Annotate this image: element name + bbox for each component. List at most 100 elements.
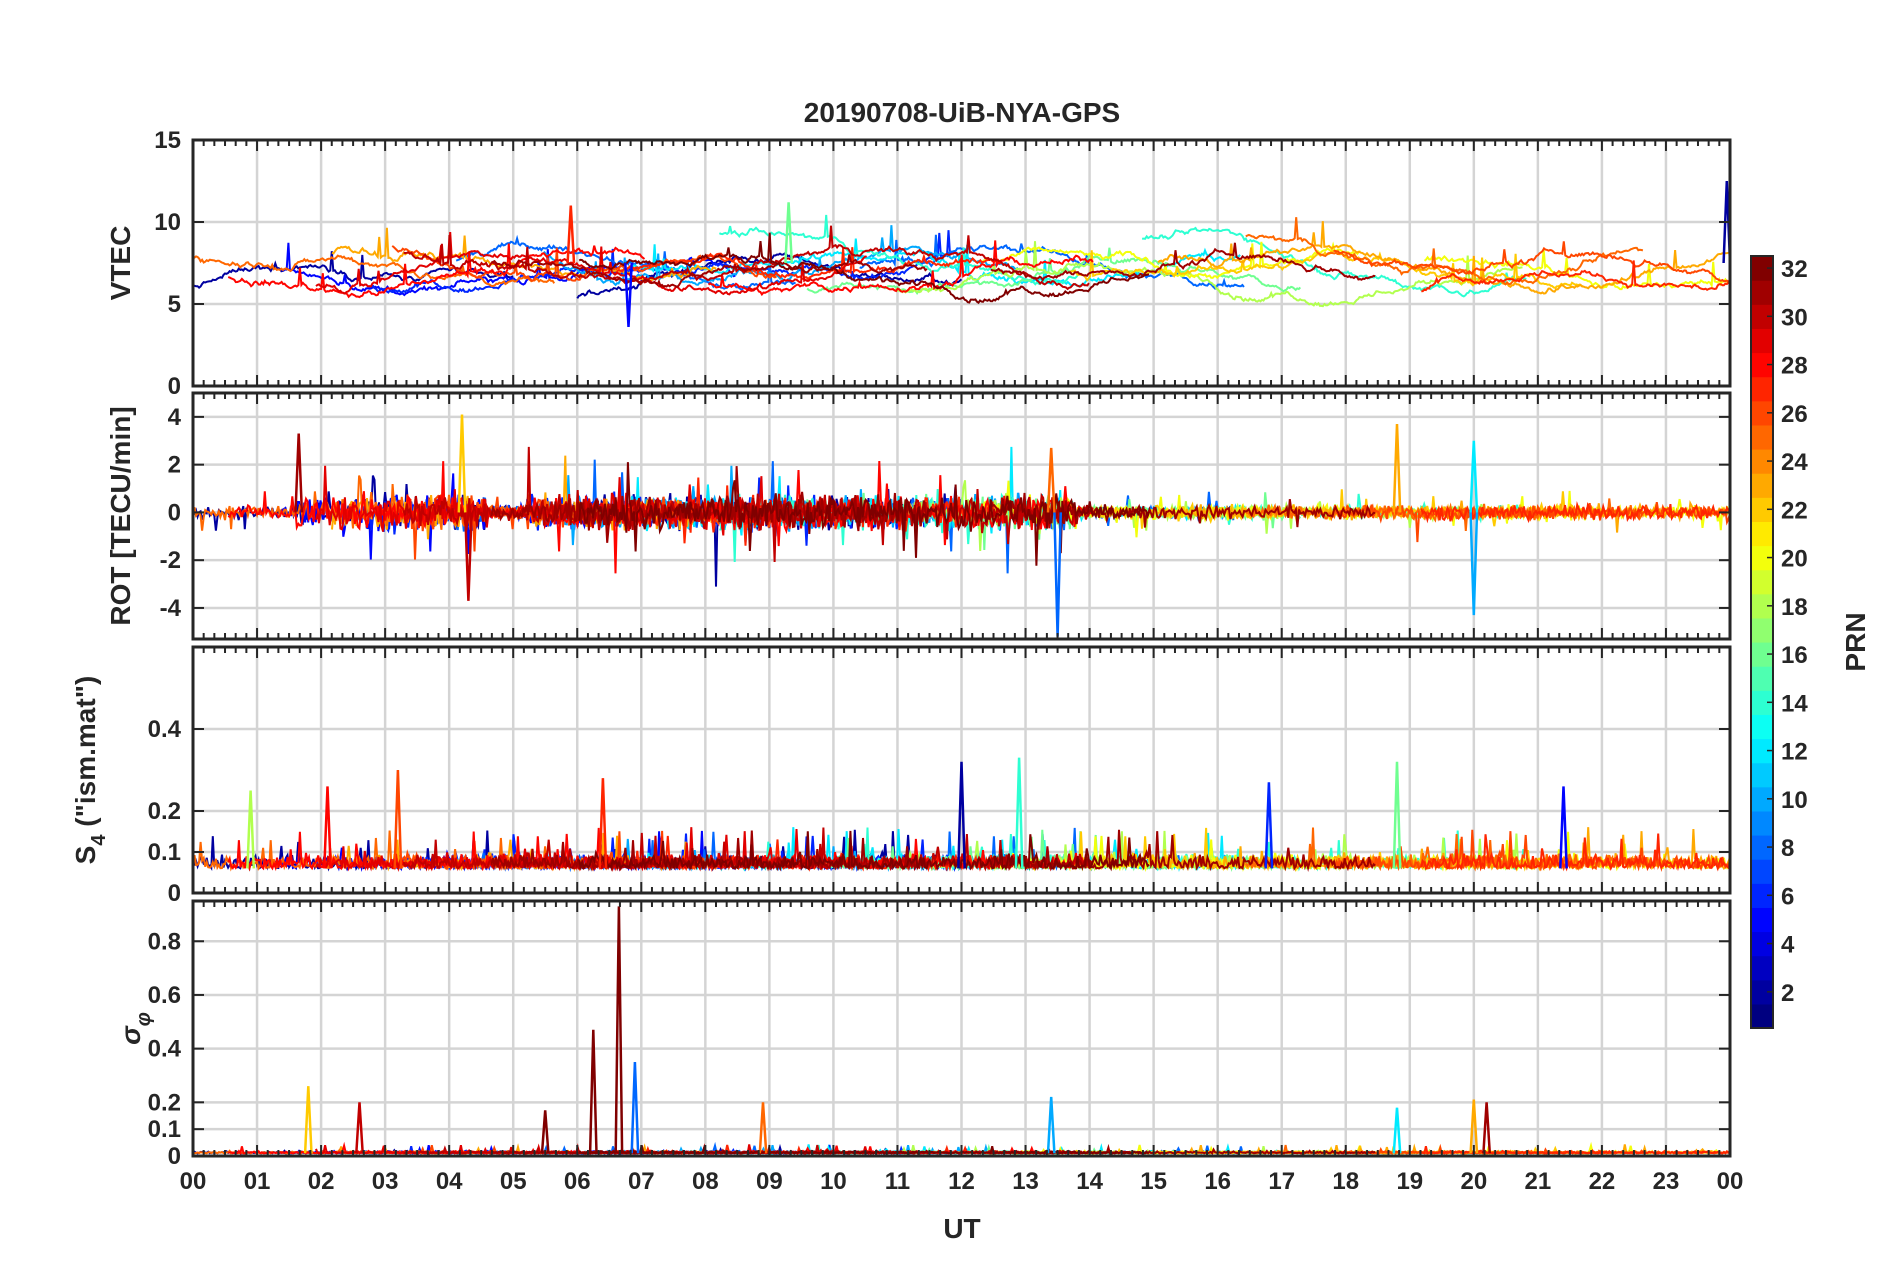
peak-mark: [630, 1062, 640, 1154]
series-line-prn-27: [1421, 1145, 1730, 1155]
x-tick-label: 11: [885, 1168, 910, 1195]
colorbar-segment: [1751, 521, 1773, 547]
colorbar-segment: [1751, 642, 1773, 667]
colorbar-segment: [1751, 835, 1773, 860]
y-tick-label: 15: [154, 127, 181, 154]
series-line-prn-14: [1142, 226, 1527, 298]
series-line-prn-27: [1421, 260, 1730, 293]
x-tick-label: 09: [756, 1168, 783, 1195]
y-tick-label: 2: [168, 452, 181, 479]
peak-mark: [1469, 512, 1479, 616]
peak-mark: [758, 1102, 768, 1154]
x-axis-label: UT: [943, 1213, 980, 1244]
colorbar-segment: [1751, 497, 1773, 522]
peak-mark: [957, 761, 966, 869]
series-line-prn-10: [543, 225, 1019, 287]
x-tick-label: 00: [1717, 1168, 1744, 1195]
series-traces-vtec: [193, 180, 1730, 328]
y-axis-label-s4: S4 ("ism.mat"): [70, 676, 110, 865]
series-traces-s4: [193, 757, 1730, 873]
peak-mark: [1469, 1099, 1479, 1154]
x-tick-label: 19: [1396, 1168, 1423, 1195]
chart-title: 20190708-UiB-NYA-GPS: [804, 97, 1120, 128]
peak-mark: [1392, 423, 1402, 513]
colorbar-segment: [1751, 256, 1773, 281]
panel-vtec: 0 5 10 15 VTEC: [105, 127, 1732, 400]
peak-mark: [784, 202, 794, 264]
x-tick-label: 08: [692, 1168, 719, 1195]
colorbar-segment: [1751, 545, 1773, 571]
x-tick-label: 13: [1012, 1168, 1039, 1195]
colorbar-segment: [1751, 931, 1773, 957]
colorbar-tick-label: 8: [1781, 835, 1794, 862]
series-line-prn-14: [718, 214, 1079, 286]
x-tick-label: 06: [564, 1168, 591, 1195]
colorbar-segment: [1751, 810, 1773, 836]
panel-rot: -4 -2 0 2 4 ROT [TECU/min]: [105, 391, 1732, 641]
x-tick-label: 21: [1525, 1168, 1552, 1195]
series-line-prn-27: [1420, 500, 1730, 524]
x-tick-label: 17: [1268, 1168, 1295, 1195]
x-tick-label: 03: [372, 1168, 399, 1195]
x-tick-label: 07: [628, 1168, 655, 1195]
peak-mark: [457, 414, 467, 513]
peak-mark: [294, 433, 304, 513]
colorbar-segment: [1751, 714, 1773, 740]
peak-mark: [614, 906, 624, 1154]
y-axis-label-rot: ROT [TECU/min]: [105, 406, 136, 625]
colorbar-segment: [1751, 376, 1773, 402]
series-line-prn-26: [1333, 241, 1730, 283]
peak-mark: [1469, 440, 1479, 513]
colorbar-tick-label: 10: [1781, 787, 1808, 814]
panel-s4: 0 0.1 0.2 0.4 S4 ("ism.mat"): [70, 645, 1732, 907]
x-tick-label: 12: [948, 1168, 975, 1195]
colorbar-segment: [1751, 617, 1773, 643]
peak-mark: [624, 262, 633, 328]
series-line-prn-32: [578, 830, 1150, 872]
y-tick-label: 0.2: [148, 1089, 181, 1116]
y-tick-label: 0.6: [148, 982, 181, 1009]
colorbar-segment: [1751, 280, 1773, 305]
peak-mark: [1264, 782, 1274, 869]
colorbar-segment: [1751, 883, 1773, 908]
peak-mark: [588, 1029, 598, 1154]
colorbar-tick-label: 32: [1781, 256, 1808, 283]
colorbar-tick-label: 14: [1781, 690, 1808, 717]
series-line-prn-31: [490, 466, 928, 543]
y-tick-label: 0.1: [148, 839, 181, 866]
y-tick-label: 0.8: [148, 928, 181, 955]
colorbar-tick-label: 16: [1781, 642, 1808, 669]
peak-mark: [1392, 761, 1402, 869]
colorbar-segment: [1751, 690, 1773, 715]
y-tick-label: 0.4: [148, 716, 182, 743]
colorbar-tick-label: 28: [1781, 353, 1808, 380]
x-tick-label: 16: [1204, 1168, 1231, 1195]
colorbar-segment: [1751, 593, 1773, 619]
y-tick-label: 0: [168, 373, 181, 400]
peak-mark: [303, 1086, 313, 1154]
x-tick-label: 18: [1332, 1168, 1359, 1195]
colorbar-segment: [1751, 786, 1773, 812]
peak-mark: [463, 512, 473, 601]
y-tick-label: 4: [168, 404, 182, 431]
colorbar-segment: [1751, 304, 1773, 329]
colorbar-segment: [1751, 328, 1773, 354]
colorbar-segment: [1751, 352, 1773, 378]
series-line-prn-28: [227, 243, 646, 299]
peak-mark: [1482, 1102, 1492, 1154]
colorbar-tick-label: 20: [1781, 546, 1808, 573]
colorbar-segment: [1751, 979, 1773, 1005]
colorbar-frame: [1750, 255, 1774, 1029]
peak-mark: [246, 790, 256, 869]
colorbar-segment: [1751, 569, 1773, 595]
series-line-prn-31: [990, 242, 1376, 282]
peak-mark: [566, 205, 576, 264]
colorbar-tick-label: 6: [1781, 883, 1794, 910]
colorbar-segment: [1751, 666, 1773, 691]
x-tick-label: 05: [500, 1168, 527, 1195]
x-tick-label: 15: [1140, 1168, 1167, 1195]
colorbar-tick-label: 18: [1781, 594, 1808, 621]
y-tick-label: 0: [168, 499, 181, 526]
colorbar-segment: [1751, 473, 1773, 498]
